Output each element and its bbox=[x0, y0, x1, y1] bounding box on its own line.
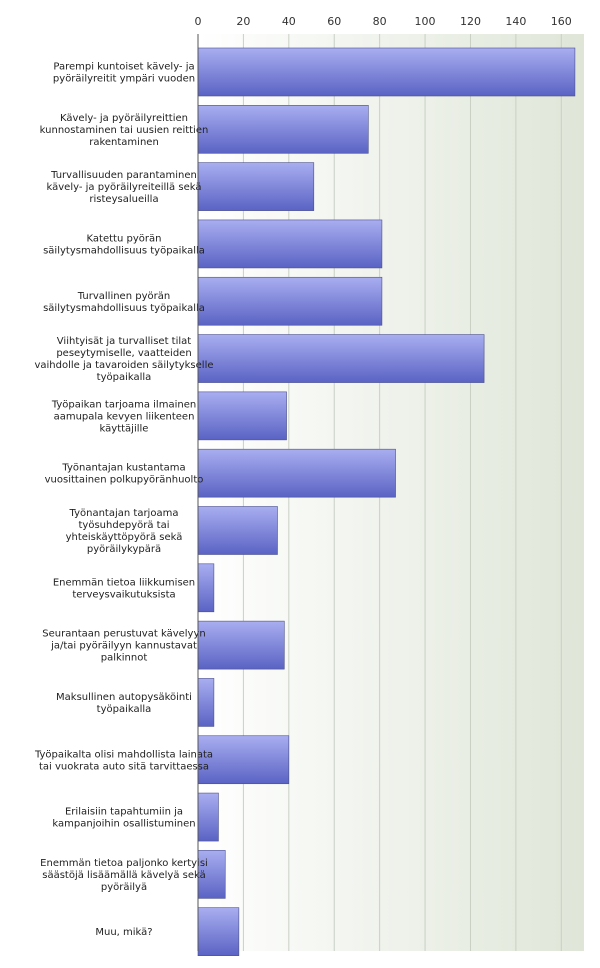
bar bbox=[197, 162, 315, 211]
category-label: Työpaikan tarjoama ilmainen aamupala kevy… bbox=[51, 399, 196, 434]
category-label-line: rakentaminen bbox=[89, 137, 159, 148]
category-label-line: Työpaikalta olisi mahdollista lainata bbox=[34, 749, 213, 760]
bar bbox=[197, 563, 215, 613]
category-label-line: terveysvaikutuksista bbox=[72, 589, 175, 600]
category-label: Enemmän tietoa paljonko kertyisi säästöjä… bbox=[40, 858, 208, 893]
category-label-line: pyöräilyreitit ympäri vuoden bbox=[53, 74, 195, 85]
category-label-line: työpaikalla bbox=[97, 704, 152, 715]
category-label: Katettu pyörän säilytysmahdollisuus työpa… bbox=[43, 233, 205, 256]
category-labels: Parempi kuntoiset kävely- ja pyöräilyreit… bbox=[34, 62, 214, 939]
category-label: Työpaikalta olisi mahdollista lainata tai… bbox=[34, 749, 213, 772]
x-tick-label: 120 bbox=[460, 15, 481, 28]
category-label: Turvallinen pyörän säilytysmahdollisuus t… bbox=[43, 291, 205, 314]
category-label-line: Enemmän tietoa liikkumisen bbox=[53, 577, 195, 588]
bar bbox=[197, 735, 290, 785]
x-tick-label: 0 bbox=[195, 15, 202, 28]
bar bbox=[197, 448, 396, 498]
category-label-line: aamupala kevyen liikenteen bbox=[54, 411, 195, 422]
bars bbox=[197, 47, 576, 956]
category-label-line: kävely- ja pyöräilyreiteillä sekä bbox=[47, 182, 202, 193]
category-label-line: Viihtyisät ja turvalliset tilat bbox=[57, 336, 191, 347]
bar bbox=[197, 850, 226, 899]
category-label: Enemmän tietoa liikkumisen terveysvaikutu… bbox=[53, 577, 195, 600]
category-label-line: vuosittainen polkupyöränhuolto bbox=[45, 475, 204, 486]
x-tick-label: 20 bbox=[236, 15, 250, 28]
bar bbox=[197, 219, 383, 269]
category-label-line: Muu, mikä? bbox=[95, 927, 152, 938]
category-label-line: pyöräilyä bbox=[101, 882, 147, 893]
category-label-line: työpaikalla bbox=[97, 372, 152, 383]
category-label-line: Enemmän tietoa paljonko kertyisi bbox=[40, 858, 208, 869]
x-tick-label: 80 bbox=[373, 15, 387, 28]
category-label-line: työsuhdepyörä tai bbox=[79, 520, 170, 531]
category-label-line: Työnantajan kustantama bbox=[61, 463, 185, 474]
category-label-line: Parempi kuntoiset kävely- ja bbox=[53, 62, 194, 73]
category-label: Työnantajan tarjoama työsuhdepyörä tai yht… bbox=[66, 508, 183, 555]
x-tick-label: 60 bbox=[327, 15, 341, 28]
category-label-line: risteysalueilla bbox=[89, 194, 158, 205]
x-tick-label: 140 bbox=[505, 15, 526, 28]
category-label: Työnantajan kustantama vuosittainen polku… bbox=[45, 463, 204, 486]
bar bbox=[197, 105, 369, 154]
category-label-line: kampanjoihin osallistuminen bbox=[52, 819, 195, 830]
category-label-line: säilytysmahdollisuus työpaikalla bbox=[43, 245, 205, 256]
bar bbox=[197, 792, 219, 842]
category-label-line: peseytymiselle, vaatteiden bbox=[56, 348, 191, 359]
x-tick-label: 40 bbox=[282, 15, 296, 28]
category-label-line: Turvallinen pyörän bbox=[77, 291, 170, 302]
category-label-line: Maksullinen autopysäköinti bbox=[56, 692, 192, 703]
bar bbox=[197, 620, 285, 670]
bar bbox=[197, 276, 383, 326]
category-label-line: säästöjä lisäämällä kävelyä sekä bbox=[42, 870, 205, 881]
category-label: Viihtyisät ja turvalliset tilat peseytymi… bbox=[34, 336, 213, 383]
bar bbox=[197, 907, 240, 956]
bar bbox=[197, 391, 287, 441]
category-label-line: Työnantajan tarjoama bbox=[69, 508, 179, 519]
category-label-line: Kävely- ja pyöräilyreittien bbox=[60, 113, 188, 124]
category-label: Kävely- ja pyöräilyreittien kunnostaminen… bbox=[40, 113, 209, 148]
category-label-line: vaihdolle ja tavaroiden säilytykselle bbox=[34, 360, 213, 371]
category-label-line: Erilaisiin tapahtumiin ja bbox=[65, 807, 183, 818]
category-label-line: yhteiskäyttöpyörä sekä bbox=[66, 532, 183, 543]
category-label-line: ja/tai pyöräilyyn kannustavat bbox=[50, 641, 197, 652]
bar bbox=[197, 506, 278, 555]
category-label-line: pyöräilykypärä bbox=[87, 544, 161, 555]
category-label-line: käyttäjille bbox=[100, 423, 149, 434]
x-tick-label: 160 bbox=[551, 15, 572, 28]
category-label: Erilaisiin tapahtumiin ja kampanjoihin os… bbox=[52, 807, 195, 830]
category-label-line: Katettu pyörän bbox=[87, 233, 162, 244]
category-label: Seurantaan perustuvat kävelyyn ja/tai pyö… bbox=[42, 629, 205, 664]
category-label-line: tai vuokrata auto sitä tarvittaessa bbox=[39, 761, 209, 772]
category-label: Maksullinen autopysäköinti työpaikalla bbox=[56, 692, 192, 715]
category-label: Muu, mikä? bbox=[95, 927, 152, 938]
category-label-line: säilytysmahdollisuus työpaikalla bbox=[43, 303, 205, 314]
category-label-line: palkinnot bbox=[101, 653, 148, 664]
category-label-line: Työpaikan tarjoama ilmainen bbox=[51, 399, 196, 410]
bar bbox=[197, 47, 576, 97]
category-label: Parempi kuntoiset kävely- ja pyöräilyreit… bbox=[53, 62, 195, 85]
category-label: Turvallisuuden parantaminen kävely- ja py… bbox=[47, 170, 202, 205]
x-axis-ticks: 0 20 40 60 80 100 120 140 160 bbox=[195, 15, 572, 28]
category-label-line: Turvallisuuden parantaminen bbox=[50, 170, 197, 181]
category-label-line: kunnostaminen tai uusien reittien bbox=[40, 125, 209, 136]
bar bbox=[197, 334, 485, 383]
bar bbox=[197, 678, 215, 727]
category-label-line: Seurantaan perustuvat kävelyyn bbox=[42, 629, 205, 640]
x-tick-label: 100 bbox=[415, 15, 436, 28]
